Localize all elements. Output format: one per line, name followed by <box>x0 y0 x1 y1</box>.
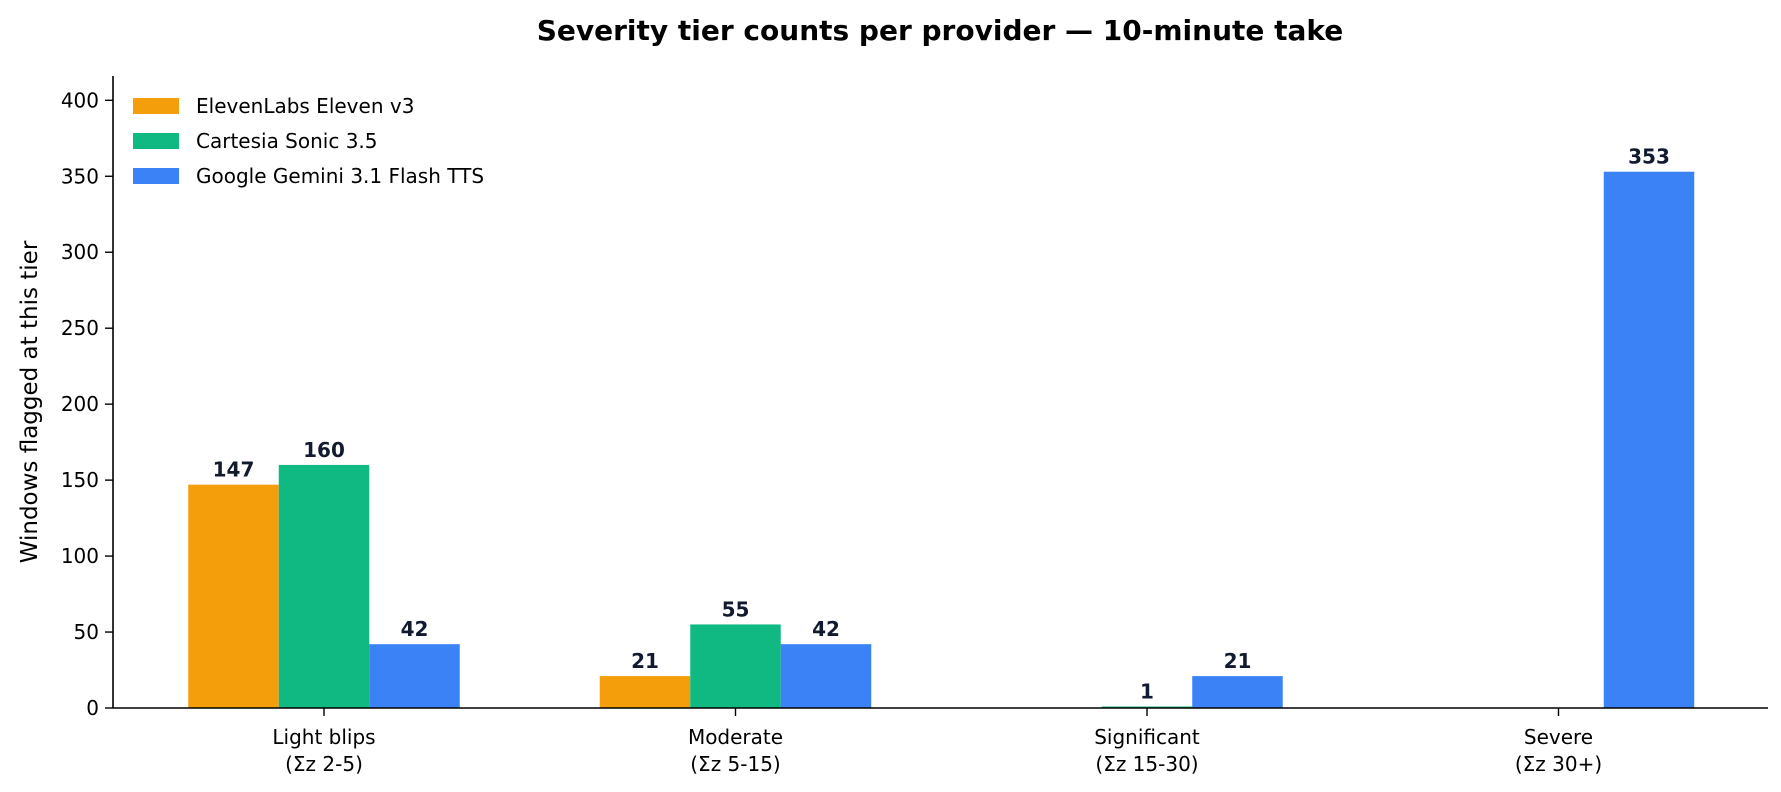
y-tick-label: 300 <box>61 240 99 264</box>
bar-value-label: 147 <box>213 458 255 482</box>
bar-value-label: 42 <box>812 617 840 641</box>
y-tick-label: 0 <box>86 696 99 720</box>
bar-value-label: 160 <box>303 438 345 462</box>
x-tick-label: Moderate <box>688 725 783 749</box>
legend-swatch <box>133 133 179 149</box>
bar <box>369 644 460 708</box>
legend-label: Google Gemini 3.1 Flash TTS <box>196 164 484 188</box>
y-axis-label: Windows flagged at this tier <box>17 240 43 563</box>
bar <box>599 676 691 708</box>
bars <box>188 171 1695 708</box>
x-tick-label: Severe <box>1524 725 1593 749</box>
legend-swatch <box>133 168 179 184</box>
bar <box>278 464 370 708</box>
bar-value-label: 21 <box>1224 649 1252 673</box>
x-tick-label: Light blips <box>272 725 375 749</box>
value-labels: 147 21 160 55 1 42 42 21 353 <box>213 145 1670 704</box>
x-tick-label: (Σz 15-30) <box>1095 752 1198 776</box>
legend-label: Cartesia Sonic 3.5 <box>196 129 378 153</box>
bar <box>188 484 279 708</box>
legend-label: ElevenLabs Eleven v3 <box>196 94 414 118</box>
y-tick-label: 400 <box>61 88 99 112</box>
x-axis-ticks: Light blips (Σz 2-5) Moderate (Σz 5-15) Sign… <box>272 708 1602 776</box>
y-tick-label: 150 <box>61 468 99 492</box>
legend-swatch <box>133 98 179 114</box>
y-tick-label: 100 <box>61 544 99 568</box>
y-tick-label: 250 <box>61 316 99 340</box>
y-tick-label: 50 <box>74 620 99 644</box>
bar <box>690 624 781 708</box>
chart-title: Severity tier counts per provider — 10-m… <box>537 14 1344 47</box>
bar-value-label: 1 <box>1140 679 1154 703</box>
bar <box>780 644 872 708</box>
x-tick-label: Significant <box>1094 725 1200 749</box>
y-tick-label: 200 <box>61 392 99 416</box>
legend: ElevenLabs Eleven v3 Cartesia Sonic 3.5 Go… <box>133 94 484 188</box>
x-tick-label: (Σz 5-15) <box>690 752 781 776</box>
bar <box>1603 171 1695 708</box>
bar-value-label: 42 <box>401 617 429 641</box>
bar <box>1192 676 1283 708</box>
x-tick-label: (Σz 30+) <box>1515 752 1602 776</box>
bar-value-label: 21 <box>631 649 659 673</box>
y-axis-ticks: 0 50 100 150 200 250 300 350 400 <box>61 88 113 720</box>
bar-value-label: 55 <box>722 597 750 621</box>
x-tick-label: (Σz 2-5) <box>285 752 363 776</box>
bar-value-label: 353 <box>1628 145 1670 169</box>
y-tick-label: 350 <box>61 164 99 188</box>
